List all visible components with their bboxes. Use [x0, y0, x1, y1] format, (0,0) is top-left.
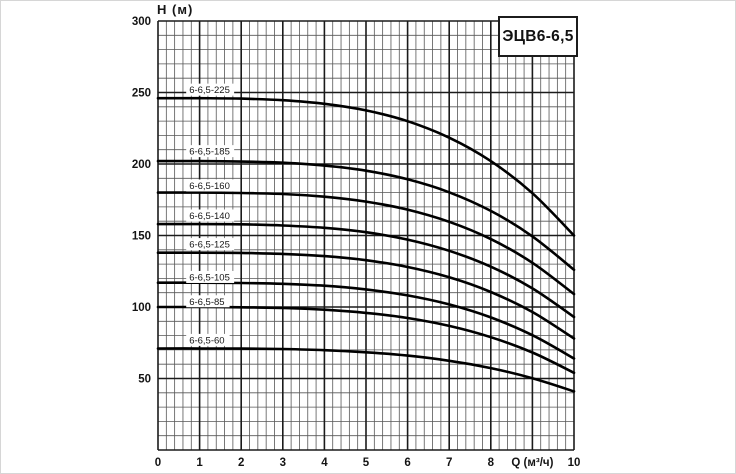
curve-label-bg [186, 209, 235, 222]
curve-label: 6-6,5-140 [189, 211, 230, 222]
y-tick-label: 200 [132, 159, 151, 171]
x-tick-label: 6 [404, 457, 410, 469]
curve-label-bg [186, 238, 235, 251]
chart-title-box: ЭЦВ6-6,5 [498, 16, 578, 57]
y-axis-title: H (м) [157, 2, 194, 17]
curve-label-bg [186, 179, 235, 192]
curve-6-6-5-60 [156, 347, 576, 393]
chart-title: ЭЦВ6-6,5 [502, 27, 574, 45]
x-tick-label: 8 [488, 457, 495, 469]
y-tick-label: 150 [132, 231, 151, 243]
curve-6-6-5-185 [156, 159, 576, 272]
curve-label-bg [186, 295, 230, 308]
curve-label: 6-6,5-185 [189, 147, 230, 158]
x-tick-label: 7 [446, 457, 452, 469]
y-tick-label: 50 [138, 374, 151, 386]
y-tick-label: 300 [132, 16, 151, 28]
x-tick-label: 2 [238, 457, 244, 469]
curve-labels: 6-6,5-225 6-6,5-185 6-6,5-160 6-6,5-140 6-6,… [186, 83, 235, 346]
x-axis-title: Q (м³/ч) [511, 457, 553, 469]
y-tick-label: 100 [132, 302, 151, 314]
curve-label-bg [186, 270, 235, 283]
curve-label-bg [186, 83, 235, 96]
curve-6-6-5-125 [156, 251, 576, 340]
x-tick-label: 1 [196, 457, 203, 469]
x-tick-label: 0 [155, 457, 161, 469]
x-tick-label: 5 [363, 457, 370, 469]
curve-label: 6-6,5-225 [189, 85, 230, 96]
curve-6-6-5-225 [156, 96, 576, 237]
x-axis-tick-labels: 0 1 2 3 4 5 6 7 8 Q (м³/ч) 10 [155, 457, 581, 469]
curve-6-6-5-160 [156, 191, 576, 296]
curve-label: 6-6,5-60 [189, 335, 224, 346]
x-tick-label: 3 [280, 457, 286, 469]
y-axis-tick-labels: 50 100 150 200 250 300 [132, 16, 151, 386]
curve-6-6-5-140 [156, 222, 576, 319]
x-tick-label: 10 [568, 457, 581, 469]
y-tick-label: 250 [132, 88, 151, 100]
curve-label: 6-6,5-160 [189, 181, 230, 192]
curve-label: 6-6,5-85 [189, 297, 224, 308]
curve-label-bg [186, 145, 235, 158]
x-tick-label: 4 [321, 457, 328, 469]
curve-label: 6-6,5-125 [189, 240, 230, 251]
curve-label-bg [186, 333, 230, 346]
curve-label: 6-6,5-105 [189, 272, 230, 283]
